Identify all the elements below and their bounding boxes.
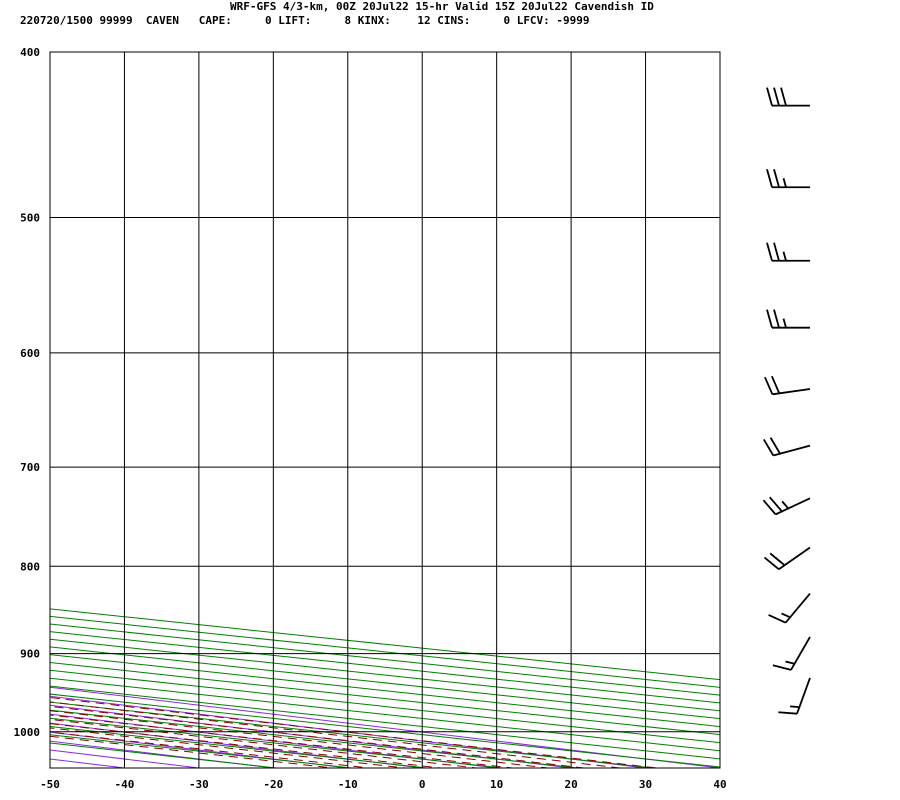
isotherm-line: [50, 749, 204, 768]
moist-adiabat-line: [50, 705, 589, 768]
moist-adiabat-line: [50, 731, 374, 768]
dry-adiabat-line: [50, 654, 720, 728]
isotherm-line: [50, 758, 129, 768]
chart-stats-line: 220720/1500 99999 CAVEN CAPE: 0 LIFT: 8 …: [20, 14, 590, 27]
wind-barb: [762, 496, 811, 516]
y-tick-label: 900: [20, 648, 40, 661]
x-tick-label: 40: [713, 778, 726, 791]
dry-adiabat-line: [50, 669, 720, 744]
x-tick-label: 0: [419, 778, 426, 791]
wind-barb: [766, 87, 810, 107]
moist-adiabat-line: [50, 710, 553, 768]
plot-frame: [49, 51, 721, 769]
x-tick-label: 30: [639, 778, 652, 791]
background-lines: [0, 14, 720, 800]
dry-adiabat-line: [50, 638, 720, 712]
x-tick-label: 20: [564, 778, 577, 791]
dry-adiabat-line: [50, 646, 720, 720]
wind-barb: [763, 437, 811, 457]
wind-barb: [778, 677, 811, 715]
y-tick-label: 500: [20, 212, 40, 225]
wind-barb: [766, 309, 810, 329]
wind-barb: [772, 636, 811, 671]
y-tick-label: 400: [20, 46, 40, 59]
wind-barb: [766, 169, 810, 189]
wind-barb: [766, 242, 810, 262]
isotherm-line: [0, 14, 262, 800]
x-tick-label: -50: [40, 778, 60, 791]
isotherm-line: [0, 14, 113, 800]
dry-adiabat-line: [50, 725, 432, 768]
wind-barb: [764, 375, 811, 396]
chart-title: WRF-GFS 4/3-km, 00Z 20Jul22 15-hr Valid …: [230, 0, 654, 13]
moist-adiabat-line: [50, 696, 662, 768]
x-tick-label: -40: [115, 778, 135, 791]
moist-adiabat-line: [50, 718, 482, 768]
dry-adiabat-line: [50, 677, 720, 752]
y-tick-label: 700: [20, 461, 40, 474]
x-tick-label: 10: [490, 778, 503, 791]
dry-adiabat-line: [50, 701, 659, 768]
x-tick-label: -20: [263, 778, 283, 791]
dry-adiabat-line: [50, 693, 720, 768]
dry-adiabat-line: [50, 717, 508, 768]
y-tick-label: 800: [20, 560, 40, 573]
moist-adiabat-line: [50, 723, 446, 768]
dry-adiabat-line: [50, 734, 357, 768]
moist-adiabat-line: [50, 727, 410, 768]
dry-adiabat-line: [50, 685, 720, 760]
isotherm-line: [50, 731, 353, 768]
wind-barb: [763, 546, 811, 571]
wind-barbs: [762, 87, 811, 715]
y-tick-label: 1000: [14, 726, 41, 739]
isotherm-line: [0, 14, 39, 800]
moist-adiabat-line: [50, 735, 338, 768]
x-tick-label: -30: [189, 778, 209, 791]
x-tick-label: -10: [338, 778, 358, 791]
tick-labels: -50 -40 -30 -20 -10 0 10 20 30 40 400 500 600 700 800 9…: [14, 46, 727, 791]
isotherm-line: [50, 704, 576, 768]
wind-barb: [768, 592, 811, 624]
moist-adiabat-line: [50, 714, 517, 768]
dry-adiabat-line: [50, 709, 583, 768]
isotherm-line: [50, 722, 427, 768]
grid: [50, 52, 720, 768]
dry-adiabat-line: [50, 661, 720, 736]
y-tick-label: 600: [20, 347, 40, 360]
